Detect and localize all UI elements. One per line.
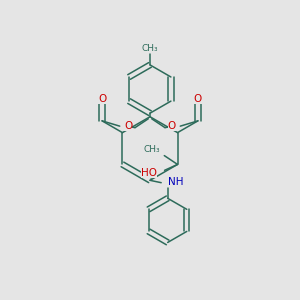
Text: O: O (124, 121, 132, 131)
Text: CH₃: CH₃ (143, 145, 160, 154)
Text: O: O (168, 121, 176, 131)
Text: HO: HO (141, 168, 157, 178)
Text: O: O (194, 94, 202, 104)
Text: CH₃: CH₃ (142, 44, 158, 53)
Text: O: O (98, 94, 106, 104)
Text: NH: NH (168, 176, 183, 187)
